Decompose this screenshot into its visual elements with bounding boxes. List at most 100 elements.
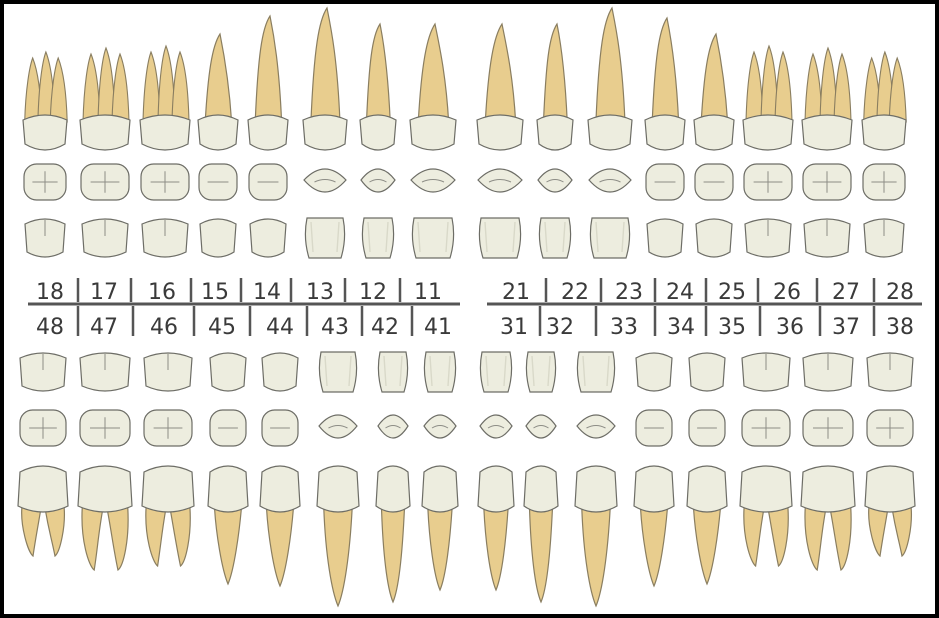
tooth-occlusal-view-17	[80, 163, 130, 201]
tooth-number-18: 18	[36, 280, 64, 305]
tooth-lingual-view-12	[361, 217, 395, 259]
tooth-number-36: 36	[776, 315, 804, 340]
tooth-lingual-view-42	[377, 351, 409, 393]
tooth-side-view-45	[207, 465, 249, 586]
crown-face	[304, 217, 346, 259]
root	[323, 505, 353, 608]
crown	[477, 465, 515, 513]
tooth-lingual-view-31	[479, 351, 513, 393]
tooth-lingual-view-23	[589, 217, 631, 259]
occlusal-outline	[477, 168, 523, 193]
tooth-side-view-32	[523, 465, 559, 604]
crown-face	[79, 352, 131, 392]
tooth-lingual-view-21	[478, 217, 522, 259]
tooth-lingual-view-43	[318, 351, 358, 393]
tooth-occlusal-view-38	[866, 409, 914, 447]
tooth-side-view-41	[421, 465, 459, 592]
tooth-number-41: 41	[424, 315, 452, 340]
root	[265, 505, 295, 588]
tooth-number-37: 37	[832, 315, 860, 340]
tooth-occlusal-view-48	[19, 409, 67, 447]
crown	[139, 114, 191, 151]
crown-face	[141, 218, 189, 258]
tooth-number-31: 31	[500, 315, 528, 340]
tooth-side-view-44	[259, 465, 301, 588]
crown	[77, 465, 133, 513]
tooth-side-view-13	[302, 6, 348, 151]
tooth-number-33: 33	[610, 315, 638, 340]
crown-face	[411, 217, 455, 259]
crown-face	[81, 218, 129, 258]
root	[700, 32, 729, 123]
tooth-lingual-view-48	[19, 352, 67, 392]
shade	[383, 355, 403, 387]
tooth-lingual-view-38	[866, 352, 914, 392]
tooth-side-view-23	[587, 6, 633, 151]
crown	[79, 114, 131, 151]
tooth-occlusal-view-14	[248, 163, 288, 201]
tooth-number-23: 23	[615, 280, 643, 305]
root	[651, 16, 680, 123]
shade	[582, 355, 610, 387]
crown-face	[199, 218, 237, 258]
root	[528, 505, 554, 604]
crown-face	[377, 351, 409, 393]
tooth-lingual-view-25	[695, 218, 733, 258]
crown	[587, 114, 633, 151]
root	[804, 505, 827, 572]
tooth-number-12: 12	[359, 280, 387, 305]
tooth-side-view-21	[476, 22, 524, 151]
tooth-lingual-view-33	[576, 351, 616, 393]
tooth-side-view-18	[22, 50, 68, 151]
crown	[523, 465, 559, 513]
tooth-number-14: 14	[253, 280, 281, 305]
tooth-lingual-view-14	[249, 218, 287, 258]
crown	[574, 465, 618, 513]
tooth-occlusal-view-22	[537, 168, 573, 193]
crown	[17, 465, 69, 513]
tooth-side-view-16	[139, 44, 191, 151]
crown-face	[261, 352, 299, 392]
tooth-number-21: 21	[502, 280, 530, 305]
tooth-occlusal-view-13	[303, 168, 347, 193]
tooth-side-view-33	[574, 465, 618, 608]
teeth-layer	[17, 6, 916, 608]
crown-face	[576, 351, 616, 393]
crown	[633, 465, 675, 513]
tooth-side-view-11	[409, 22, 457, 151]
root	[417, 22, 450, 123]
root	[595, 6, 626, 123]
fissure	[90, 171, 120, 193]
fissure	[546, 179, 564, 183]
tooth-side-view-31	[477, 465, 515, 592]
fissure	[813, 417, 843, 439]
tooth-occlusal-view-23	[588, 168, 632, 193]
shade	[324, 355, 352, 387]
crown-face	[635, 352, 673, 392]
root	[692, 505, 722, 586]
fissure	[90, 417, 120, 439]
crown-face	[423, 351, 457, 393]
root	[81, 505, 104, 572]
shade	[429, 355, 451, 387]
tooth-occlusal-view-46	[143, 409, 193, 447]
tooth-number-44: 44	[266, 315, 294, 340]
tooth-number-47: 47	[90, 315, 118, 340]
root	[427, 505, 453, 592]
fissure	[751, 417, 781, 439]
root	[213, 505, 243, 586]
tooth-lingual-view-16	[141, 218, 189, 258]
root	[891, 505, 912, 558]
root	[111, 52, 130, 123]
tooth-occlusal-view-32	[525, 414, 557, 439]
crown-face	[646, 218, 684, 258]
shade	[417, 221, 449, 253]
tooth-occlusal-view-37	[802, 409, 854, 447]
numbering-grid	[28, 278, 922, 336]
root	[743, 505, 765, 568]
occlusal-outline	[588, 168, 632, 193]
tooth-lingual-view-41	[423, 351, 457, 393]
shade	[544, 221, 566, 253]
tooth-lingual-view-13	[304, 217, 346, 259]
tooth-side-view-14	[247, 14, 289, 151]
